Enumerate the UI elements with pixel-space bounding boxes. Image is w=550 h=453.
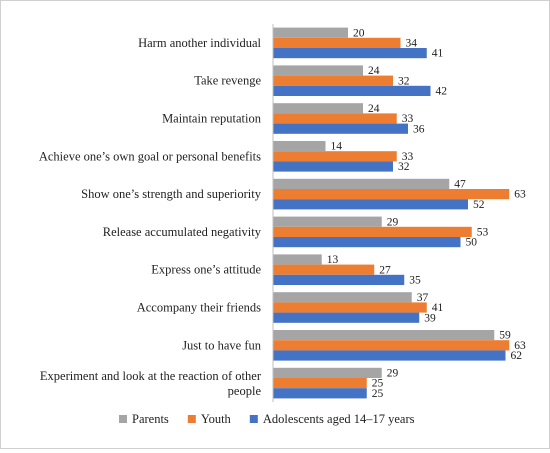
category-label: Show one’s strength and superiority <box>81 187 262 201</box>
value-label: 59 <box>499 330 511 342</box>
bar-parents <box>273 178 450 189</box>
value-label: 25 <box>372 378 384 390</box>
bar-youth <box>273 151 397 162</box>
bar-adolescents <box>273 85 431 96</box>
value-label: 33 <box>402 151 414 163</box>
value-label: 52 <box>473 199 485 211</box>
category-label: Experiment and look at the reaction of o… <box>40 369 262 398</box>
value-label: 53 <box>477 227 489 239</box>
bar-youth <box>273 302 427 313</box>
bar-adolescents <box>273 123 408 134</box>
value-label: 27 <box>379 264 391 276</box>
legend-label: Youth <box>201 412 232 426</box>
legend-swatch <box>249 415 258 423</box>
bar-series <box>273 27 510 399</box>
value-label: 33 <box>402 113 414 125</box>
category-label-line: people <box>228 384 262 398</box>
bar-parents <box>273 216 382 227</box>
value-label: 41 <box>432 48 444 60</box>
value-label: 36 <box>413 123 425 135</box>
value-label: 32 <box>398 75 410 87</box>
value-label: 34 <box>406 38 418 50</box>
value-label: 39 <box>424 312 436 324</box>
bar-parents <box>273 330 495 341</box>
category-label: Maintain reputation <box>162 112 262 126</box>
value-label: 35 <box>409 275 421 287</box>
value-label: 24 <box>368 103 380 115</box>
bar-youth <box>273 113 397 124</box>
bar-youth <box>273 189 510 200</box>
category-label: Just to have fun <box>182 338 262 352</box>
category-label: Harm another individual <box>138 36 261 50</box>
bar-youth <box>273 378 367 389</box>
value-label: 20 <box>353 27 365 39</box>
bar-youth <box>273 37 401 48</box>
bar-youth <box>273 226 472 237</box>
legend: Parents Youth Adolescents aged 14–17 years <box>119 412 415 426</box>
bar-parents <box>273 27 348 38</box>
category-label: Achieve one’s own goal or personal benef… <box>39 149 261 163</box>
value-label: 63 <box>514 189 526 201</box>
value-label: 42 <box>436 86 448 98</box>
value-label: 25 <box>372 388 384 400</box>
value-label: 13 <box>327 254 339 266</box>
category-labels: Harm another individual Take revenge Maint… <box>39 36 262 398</box>
bar-youth <box>273 340 510 351</box>
value-label: 29 <box>387 216 399 228</box>
bar-parents <box>273 292 412 303</box>
category-label-line: Experiment and look at the reaction of o… <box>40 369 262 383</box>
bar-parents <box>273 254 322 265</box>
value-label: 63 <box>514 340 526 352</box>
bar-adolescents <box>273 312 420 323</box>
value-label: 50 <box>466 237 478 249</box>
bar-adolescents <box>273 350 506 361</box>
bar-adolescents <box>273 237 461 248</box>
legend-swatch <box>119 415 127 423</box>
value-label: 14 <box>331 141 343 153</box>
legend-label: Adolescents aged 14–17 years <box>263 412 415 426</box>
value-label: 47 <box>454 179 466 191</box>
bar-youth <box>273 75 393 86</box>
category-label: Accompany their friends <box>137 301 261 315</box>
bar-parents <box>273 367 382 378</box>
category-label: Express one’s attitude <box>151 263 261 277</box>
category-label: Take revenge <box>194 74 261 88</box>
bar-adolescents <box>273 388 367 399</box>
value-label: 41 <box>432 302 444 314</box>
bar-parents <box>273 141 326 152</box>
legend-swatch <box>187 415 196 423</box>
value-label: 62 <box>511 350 523 362</box>
bar-parents <box>273 65 363 76</box>
bar-adolescents <box>273 161 393 172</box>
legend-label: Parents <box>132 412 169 426</box>
value-label: 37 <box>417 292 429 304</box>
category-label: Release accumulated negativity <box>103 225 262 239</box>
bar-adolescents <box>273 199 468 210</box>
bar-adolescents <box>273 274 405 285</box>
value-label: 24 <box>368 65 380 77</box>
bar-parents <box>273 103 363 114</box>
bar-youth <box>273 264 375 275</box>
value-label: 32 <box>398 161 410 173</box>
value-labels: 2034412432422433361433324763522953501327… <box>327 27 526 400</box>
value-label: 29 <box>387 368 399 380</box>
bar-adolescents <box>273 48 427 59</box>
